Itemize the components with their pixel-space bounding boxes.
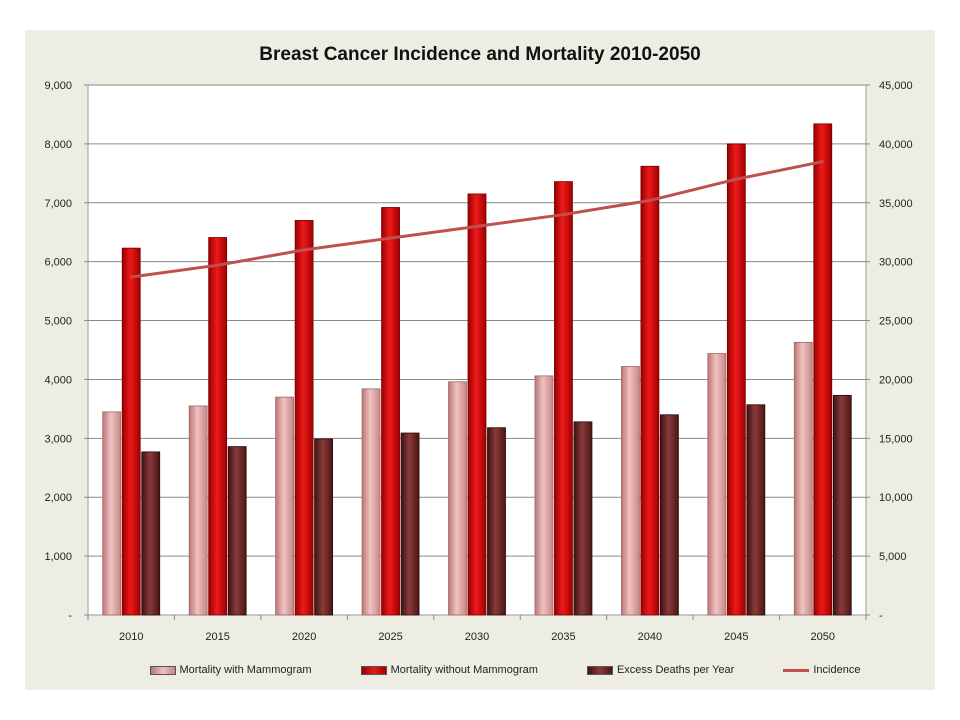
legend: Mortality with Mammogram Mortality witho… [125, 661, 885, 679]
legend-label: Mortality without Mammogram [390, 664, 538, 676]
y-left-tick-label: 8,000 [44, 139, 72, 151]
bar-2 [314, 438, 334, 616]
bar-1 [640, 165, 660, 616]
incidence-point [302, 248, 306, 252]
x-tick-label: 2030 [465, 631, 489, 643]
incidence-point [562, 213, 565, 216]
incidence-point [821, 160, 824, 163]
y-left-tick-label: - [68, 610, 72, 622]
y-left-tick-label: 9,000 [44, 80, 72, 92]
legend-label: Mortality with Mammogram [179, 664, 312, 676]
bar-1 [726, 143, 746, 616]
bar-0 [361, 388, 381, 616]
x-tick-label: 2020 [292, 631, 316, 643]
y-left-tick-label: 5,000 [44, 316, 72, 328]
y-right-tick-label: 40,000 [879, 139, 913, 151]
bar-0 [102, 411, 122, 616]
bar-2 [573, 421, 593, 616]
x-tick-label: 2015 [205, 631, 229, 643]
bar-2 [746, 404, 766, 616]
y-left-tick-label: 1,000 [44, 551, 72, 563]
y-right-tick-label: - [879, 610, 883, 622]
bar-1 [121, 247, 141, 616]
bar-2 [832, 394, 852, 616]
incidence-point [735, 178, 738, 181]
y-left-tick-label: 7,000 [44, 198, 72, 210]
x-tick-label: 2050 [811, 631, 835, 643]
bar-2 [487, 427, 506, 616]
bar-0 [793, 341, 813, 616]
legend-line-swatch [783, 668, 810, 672]
legend-item-excess-deaths: Excess Deaths per Year [586, 664, 735, 676]
x-tick-label: 2035 [551, 631, 575, 643]
bar-1 [467, 193, 487, 616]
bar-1 [294, 220, 314, 616]
y-left-tick-label: 4,000 [44, 374, 72, 386]
bar-0 [707, 353, 727, 616]
incidence-point [475, 225, 479, 228]
incidence-point [130, 275, 133, 279]
y-right-tick-label: 25,000 [879, 316, 913, 328]
incidence-point [216, 264, 219, 267]
legend-label: Excess Deaths per Year [616, 664, 735, 676]
bar-0 [534, 375, 554, 616]
y-left-tick-label: 3,000 [44, 433, 72, 445]
bar-2 [659, 414, 679, 616]
x-tick-label: 2025 [378, 631, 402, 643]
y-right-tick-label: 10,000 [879, 492, 913, 504]
bar-2 [400, 432, 420, 616]
incidence-point [389, 236, 392, 240]
legend-item-incidence: Incidence [783, 664, 860, 676]
y-left-tick-label: 6,000 [44, 257, 72, 269]
bar-1 [813, 123, 833, 616]
legend-swatch [360, 665, 387, 675]
y-right-tick-label: 15,000 [879, 433, 913, 445]
bar-0 [275, 396, 295, 616]
bar-2 [141, 451, 161, 616]
chart-title: Breast Cancer Incidence and Mortality 20… [259, 44, 701, 65]
legend-item-without-mammogram: Mortality without Mammogram [360, 664, 538, 676]
y-right-tick-label: 20,000 [879, 374, 913, 386]
x-tick-label: 2040 [638, 631, 662, 643]
legend-swatch [586, 665, 613, 675]
x-tick-label: 2045 [724, 631, 748, 643]
legend-swatch [149, 665, 176, 675]
legend-item-with-mammogram: Mortality with Mammogram [149, 664, 312, 676]
y-right-tick-label: 30,000 [879, 257, 913, 269]
chart-area: Breast Cancer Incidence and Mortality 20… [25, 30, 935, 690]
y-left-tick-label: 2,000 [44, 492, 72, 504]
bar-1 [381, 207, 400, 616]
bar-1 [208, 237, 228, 616]
y-right-tick-label: 45,000 [879, 80, 913, 92]
legend-label: Incidence [813, 664, 861, 676]
x-tick-label: 2010 [119, 631, 143, 643]
y-right-tick-label: 5,000 [879, 551, 907, 563]
bar-0 [188, 405, 208, 616]
y-right-tick-label: 35,000 [879, 198, 913, 210]
bar-0 [620, 366, 640, 616]
plot-svg: - 1,000 2,000 3,000 4,000 5,000 6,000 7,000 8,00… [44, 80, 913, 643]
bar-0 [448, 381, 467, 616]
incidence-point [648, 199, 652, 202]
bar-2 [227, 446, 247, 616]
bar-1 [554, 181, 573, 616]
